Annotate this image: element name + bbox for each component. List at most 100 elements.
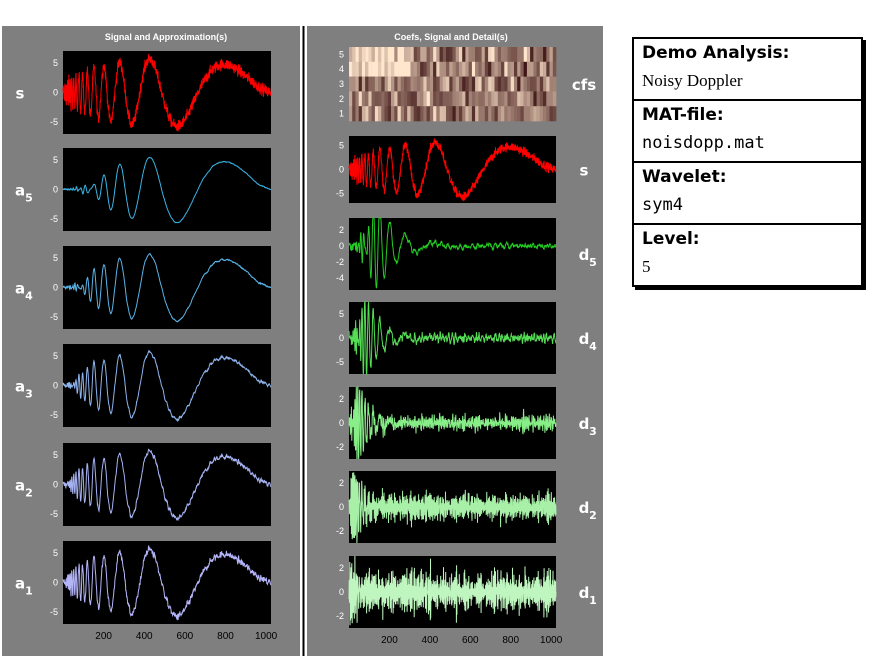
coef-cell-0-17 — [404, 47, 408, 63]
coef-cell-1-17 — [404, 61, 408, 77]
coef-cell-3-21 — [416, 91, 421, 107]
coef-cell-0-8 — [374, 47, 379, 63]
coef-cell-1-49 — [507, 61, 511, 77]
coef-cell-4-47 — [501, 106, 505, 122]
coef-cell-4-0 — [349, 106, 353, 122]
coef-cell-1-32 — [452, 61, 456, 77]
coef-cell-0-1 — [352, 47, 356, 63]
coef-cell-4-8 — [374, 106, 379, 122]
right-ytick-0-1: 4 — [339, 64, 344, 74]
left-ytick-2-0: 5 — [53, 253, 58, 263]
coef-cell-0-53 — [520, 47, 524, 63]
coef-cell-4-12 — [387, 106, 392, 122]
left-row-label-1: a — [15, 182, 25, 200]
coef-cell-4-55 — [526, 106, 531, 122]
right-series-1 — [348, 138, 557, 202]
coef-cell-4-30 — [446, 106, 450, 122]
coef-cell-2-37 — [468, 76, 473, 92]
coef-cell-3-46 — [497, 91, 502, 107]
right-ytick-3-2: -5 — [336, 357, 344, 367]
coef-cell-1-18 — [407, 61, 411, 77]
coef-cell-2-56 — [530, 76, 534, 92]
coef-cell-4-48 — [504, 106, 508, 122]
coef-cell-0-10 — [381, 47, 385, 63]
coef-cell-3-53 — [520, 91, 524, 107]
coef-cell-1-40 — [478, 61, 482, 77]
right-ytick-6-2: -2 — [336, 611, 344, 621]
coef-cell-2-58 — [536, 76, 541, 92]
level-label: Level: — [642, 229, 700, 249]
coef-cell-3-9 — [378, 91, 382, 107]
coef-cell-3-10 — [381, 91, 385, 107]
coef-cell-1-4 — [361, 61, 366, 77]
left-ytick-0-2: -5 — [50, 117, 58, 127]
coef-cell-2-24 — [426, 76, 431, 92]
coef-cell-0-5 — [365, 47, 369, 63]
coef-cell-3-35 — [462, 91, 466, 107]
coef-cell-4-17 — [404, 106, 408, 122]
coef-cell-1-19 — [410, 61, 414, 77]
coef-cell-1-24 — [426, 61, 431, 77]
coef-cell-3-28 — [439, 91, 444, 107]
coef-cell-0-25 — [429, 47, 434, 63]
right-ytick-6-1: 0 — [339, 587, 344, 597]
coef-cell-1-13 — [391, 61, 395, 77]
coef-cell-2-57 — [533, 76, 537, 92]
coef-cell-2-40 — [478, 76, 482, 92]
coef-cell-3-49 — [507, 91, 511, 107]
left-axes-4 — [63, 443, 271, 526]
coef-cell-1-34 — [459, 61, 463, 77]
coef-cell-1-48 — [504, 61, 508, 77]
coef-cell-4-9 — [378, 106, 382, 122]
coef-cell-0-2 — [355, 47, 359, 63]
coef-cell-0-46 — [497, 47, 502, 63]
coef-cell-0-0 — [349, 47, 353, 63]
right-xtick-2: 600 — [462, 635, 479, 646]
coef-cell-3-26 — [433, 91, 437, 107]
coef-cell-0-63 — [552, 47, 557, 63]
coef-cell-2-27 — [436, 76, 440, 92]
coef-cell-2-4 — [361, 76, 366, 92]
left-xtick-4: 1000 — [255, 631, 278, 642]
coef-cell-4-27 — [436, 106, 440, 122]
coef-cell-0-44 — [491, 47, 495, 63]
right-ytick-5-1: 0 — [339, 502, 344, 512]
coef-cell-3-20 — [413, 91, 418, 107]
right-ytick-2-3: -4 — [336, 273, 344, 283]
coef-cell-0-27 — [436, 47, 440, 63]
right-ytick-4-1: 0 — [339, 418, 344, 428]
coef-cell-4-42 — [484, 106, 489, 122]
coef-cell-4-53 — [520, 106, 524, 122]
coef-cell-1-8 — [374, 61, 379, 77]
coef-cell-2-15 — [397, 76, 401, 92]
coef-cell-2-46 — [497, 76, 502, 92]
coef-cell-3-51 — [514, 91, 518, 107]
coef-cell-3-31 — [449, 91, 453, 107]
left-xtick-1: 400 — [136, 631, 153, 642]
coef-cell-2-21 — [416, 76, 421, 92]
coef-cell-2-6 — [368, 76, 372, 92]
coef-cell-2-39 — [475, 76, 479, 92]
coef-cell-4-2 — [355, 106, 359, 122]
coef-cell-3-2 — [355, 91, 359, 107]
coef-cell-2-48 — [504, 76, 508, 92]
coef-cell-1-51 — [514, 61, 518, 77]
coef-cell-3-59 — [539, 91, 544, 107]
coef-cell-4-19 — [410, 106, 414, 122]
right-ytick-4-2: -2 — [336, 442, 344, 452]
coef-cell-4-10 — [381, 106, 385, 122]
coef-cell-2-32 — [452, 76, 456, 92]
coef-cell-0-23 — [423, 47, 427, 63]
left-axes-3 — [63, 344, 271, 427]
coef-cell-3-19 — [410, 91, 414, 107]
coef-cell-0-36 — [465, 47, 469, 63]
coef-cell-4-16 — [400, 106, 405, 122]
right-ytick-5-2: -2 — [336, 526, 344, 536]
right-xtick-1: 400 — [422, 635, 439, 646]
left-xtick-0: 200 — [95, 631, 112, 642]
coef-cell-3-48 — [504, 91, 508, 107]
coef-cell-2-25 — [429, 76, 434, 92]
right-ytick-3-0: 5 — [339, 309, 344, 319]
coef-cell-2-43 — [488, 76, 492, 92]
coef-cell-1-29 — [442, 61, 447, 77]
